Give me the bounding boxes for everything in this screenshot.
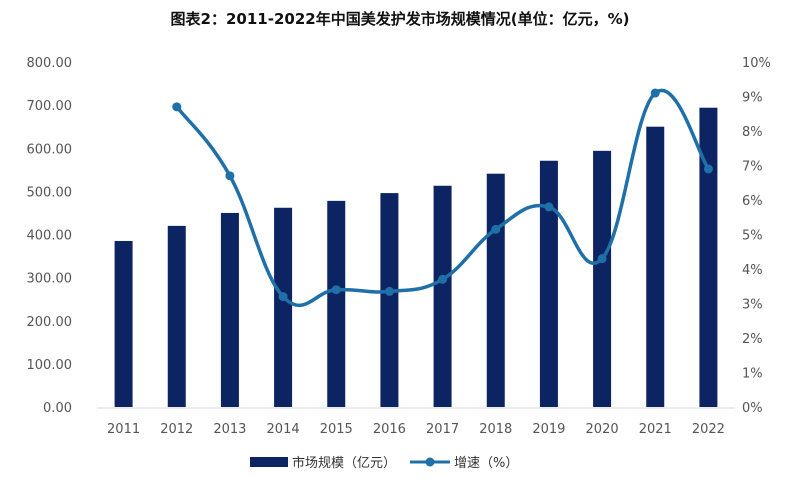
x-tick-label: 2012 xyxy=(160,422,193,437)
growth-point xyxy=(331,285,341,295)
x-tick-label: 2018 xyxy=(479,422,512,437)
growth-point xyxy=(650,88,660,98)
legend-bar-label: 市场规模（亿元） xyxy=(292,455,396,471)
y-right-tick-label: 6% xyxy=(742,194,763,209)
y-left-tick-label: 200.00 xyxy=(27,315,73,330)
y-right-tick-label: 9% xyxy=(742,91,763,106)
growth-point xyxy=(491,224,501,234)
bar xyxy=(327,200,346,407)
y-right-tick-label: 8% xyxy=(742,125,763,140)
bar xyxy=(167,225,186,407)
bar xyxy=(433,185,452,407)
bar xyxy=(593,150,612,407)
growth-point xyxy=(384,286,394,296)
y-left-tick-label: 400.00 xyxy=(27,229,73,244)
y-left-tick-label: 600.00 xyxy=(27,142,73,157)
growth-point xyxy=(597,254,607,264)
growth-point xyxy=(438,274,448,284)
x-tick-label: 2011 xyxy=(107,422,140,437)
y-left-tick-label: 0.00 xyxy=(43,401,72,416)
x-tick-label: 2017 xyxy=(426,422,459,437)
growth-point xyxy=(703,164,713,174)
x-tick-label: 2016 xyxy=(373,422,406,437)
x-tick-label: 2015 xyxy=(320,422,353,437)
y-right-tick-label: 5% xyxy=(742,229,763,244)
bar xyxy=(274,207,293,407)
growth-point xyxy=(278,292,288,302)
y-right-tick-label: 2% xyxy=(742,332,763,347)
growth-line xyxy=(175,88,710,308)
y-right-tick-label: 7% xyxy=(742,160,763,175)
growth-point xyxy=(544,202,554,212)
legend-line-label: 增速（%） xyxy=(454,456,518,471)
y-right-tick-label: 4% xyxy=(742,263,763,278)
y-left-tick-label: 100.00 xyxy=(27,358,73,373)
y-right-tick-label: 1% xyxy=(742,367,763,382)
x-tick-label: 2020 xyxy=(586,422,619,437)
y-left-tick-label: 700.00 xyxy=(27,99,73,114)
x-tick-label: 2013 xyxy=(213,422,246,437)
y-left-tick-label: 300.00 xyxy=(27,272,73,287)
bar xyxy=(220,212,239,407)
y-right-tick-label: 0% xyxy=(742,401,763,416)
bar xyxy=(380,193,399,407)
growth-point xyxy=(225,171,235,181)
bar xyxy=(486,173,505,407)
chart-title: 图表2：2011-2022年中国美发护发市场规模情况(单位：亿元，%) xyxy=(170,10,630,28)
bar xyxy=(114,240,133,407)
x-tick-label: 2014 xyxy=(267,422,300,437)
bar xyxy=(646,126,665,407)
y-right-tick-label: 10% xyxy=(742,56,771,71)
bar xyxy=(699,107,718,408)
x-tick-label: 2022 xyxy=(692,422,725,437)
x-tick-label: 2021 xyxy=(639,422,672,437)
growth-point xyxy=(172,102,182,112)
legend-bar-swatch xyxy=(250,457,288,467)
bar xyxy=(539,160,558,407)
legend-line-marker xyxy=(425,457,435,467)
y-left-tick-label: 800.00 xyxy=(27,56,73,71)
y-right-tick-label: 3% xyxy=(742,298,763,313)
x-tick-label: 2019 xyxy=(532,422,565,437)
y-left-tick-label: 500.00 xyxy=(27,185,73,200)
